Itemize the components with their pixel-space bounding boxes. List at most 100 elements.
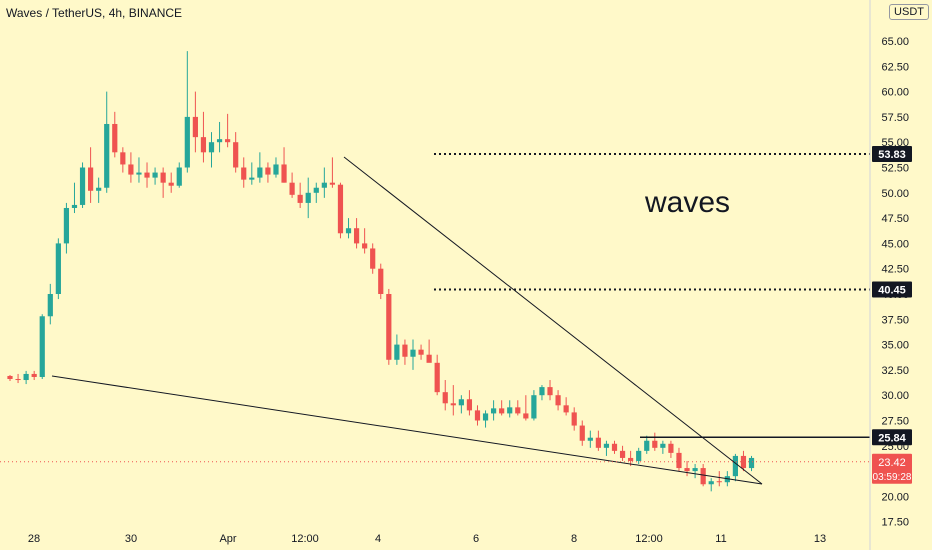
candle-body	[660, 443, 666, 448]
candle	[636, 447, 642, 465]
candle	[313, 182, 319, 203]
candle	[402, 339, 408, 365]
candle-body	[644, 440, 650, 451]
candle-body	[313, 187, 319, 193]
candle-body	[31, 373, 37, 377]
x-tick-label: 11	[715, 533, 726, 545]
candle	[136, 157, 142, 183]
current-price-bg	[872, 453, 912, 484]
candle	[523, 395, 529, 421]
candle-body	[208, 142, 215, 153]
candle	[71, 182, 78, 214]
candle-body	[426, 354, 432, 363]
candle	[539, 385, 545, 401]
candle	[748, 455, 755, 472]
y-tick-label: 32.50	[881, 365, 909, 377]
candle	[7, 374, 13, 382]
candle	[88, 147, 94, 203]
candle-body	[708, 481, 714, 485]
x-tick-label: 28	[28, 533, 40, 545]
candle	[160, 167, 166, 198]
lower-trendline	[51, 375, 763, 485]
candle-body	[740, 455, 747, 469]
candle	[96, 177, 102, 203]
candle	[152, 167, 158, 185]
candle-body	[15, 379, 21, 381]
x-tick-label: 4	[375, 533, 381, 545]
candle	[619, 445, 626, 461]
candle	[345, 218, 352, 239]
candle-body	[595, 437, 601, 448]
candle-body	[732, 455, 738, 477]
currency-button[interactable]: USDT	[889, 4, 929, 20]
candle	[579, 420, 585, 446]
candle-body	[200, 137, 207, 153]
candle-body	[233, 142, 239, 168]
candle	[144, 162, 150, 188]
candle-body	[628, 457, 634, 461]
candle-body	[192, 116, 198, 138]
candle-body	[281, 164, 287, 183]
y-tick-label: 65.00	[881, 36, 909, 48]
candle	[450, 385, 456, 416]
candle	[225, 113, 231, 148]
candle	[273, 157, 279, 178]
candle-body	[700, 468, 706, 485]
candle-body	[144, 172, 150, 178]
candle-body	[466, 399, 473, 411]
candle	[668, 440, 674, 458]
candle-body	[370, 248, 376, 269]
current-price-tag: 23.42 03:59:28	[872, 453, 912, 484]
candle-body	[652, 440, 658, 448]
y-tick-label: 52.50	[881, 163, 909, 175]
x-tick-label: Apr	[219, 533, 236, 545]
candle	[362, 228, 368, 254]
candle-body	[450, 403, 456, 406]
candle-body	[216, 139, 223, 143]
candle-body	[587, 437, 593, 441]
candle-body	[386, 294, 392, 360]
candle	[547, 380, 553, 401]
candle-body	[273, 164, 279, 175]
candle	[491, 400, 497, 421]
candle-body	[619, 450, 626, 458]
candle	[39, 314, 45, 380]
candle-body	[39, 316, 45, 377]
candle	[644, 435, 650, 454]
candle-body	[515, 407, 521, 414]
candle	[128, 152, 134, 183]
candle	[692, 464, 698, 479]
candle	[595, 430, 601, 451]
candle-body	[692, 468, 698, 472]
candle	[732, 453, 738, 482]
candle-body	[716, 481, 722, 483]
candle	[418, 344, 424, 360]
candle-body	[378, 268, 384, 294]
candle	[531, 390, 537, 421]
candle-body	[458, 399, 464, 406]
candle-body	[571, 412, 577, 426]
y-tick-label: 35.00	[881, 340, 909, 352]
candle-body	[555, 395, 561, 406]
candle-body	[345, 228, 352, 234]
candle	[716, 471, 722, 487]
y-tick-label: 42.50	[881, 264, 909, 276]
candle	[241, 157, 247, 188]
candle	[249, 162, 255, 185]
candle	[208, 132, 215, 168]
candle	[611, 440, 618, 454]
candle-body	[499, 408, 505, 414]
candle	[370, 243, 376, 274]
candle-body	[474, 410, 481, 421]
candle-body	[668, 443, 674, 453]
candle-body	[523, 413, 529, 419]
x-tick-label: 13	[814, 533, 826, 545]
y-tick-label: 47.50	[881, 213, 909, 225]
chart-title: Waves / TetherUS, 4h, BINANCE	[6, 6, 183, 20]
candle	[31, 370, 37, 381]
y-tick-label: 30.00	[881, 390, 909, 402]
candle	[652, 432, 658, 451]
candle-body	[539, 387, 545, 396]
candle-body	[96, 187, 102, 191]
